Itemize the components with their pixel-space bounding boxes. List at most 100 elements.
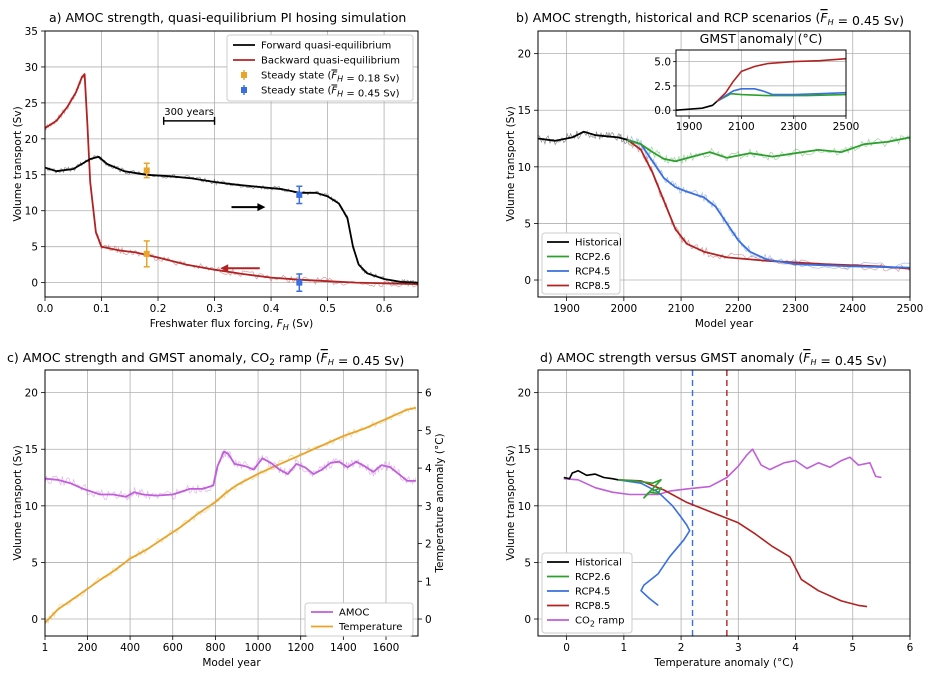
y-right-tick-label: 6 xyxy=(425,388,432,400)
x-tick-label: 0.1 xyxy=(93,303,110,315)
x-tick-label: 2500 xyxy=(833,121,860,133)
x-tick-label: 0.0 xyxy=(37,303,54,315)
y-tick-label: 20 xyxy=(518,49,531,61)
x-tick-label: 2000 xyxy=(610,303,637,315)
panel-a: 0.0 0.1 0.2 0.3 0.4 0.5 0.6 0 5 10 15 20 25 30 35 a) AM… xyxy=(12,10,419,332)
fh-symbol: F xyxy=(331,86,337,97)
series-3 xyxy=(618,479,868,608)
steady-state-marker xyxy=(296,191,303,198)
fh-symbol: F xyxy=(803,350,811,365)
legend-label: RCP4.5 xyxy=(575,267,610,278)
series-line xyxy=(617,479,691,607)
panel-title: a) AMOC strength, quasi-equilibrium PI h… xyxy=(49,10,406,25)
series-line xyxy=(716,92,847,103)
y-tick-label: 20 xyxy=(518,388,531,400)
inset: 1900 2100 2300 2500 0.0 2.5 5.0 GMST anomaly (°… xyxy=(654,31,859,133)
series-line xyxy=(618,479,868,608)
x-tick-label: 1900 xyxy=(676,121,703,133)
legend: Forward quasi-equilibrium Backward quasi-… xyxy=(226,34,414,102)
x-tick-label: 2300 xyxy=(782,303,809,315)
x-tick-label: 400 xyxy=(120,642,140,654)
x-tick-label: 2 xyxy=(678,642,685,654)
fh-symbol: F xyxy=(321,350,329,365)
x-tick-label: 1 xyxy=(42,642,49,654)
legend-label: Steady state (FH = 0.18 Sv) xyxy=(261,71,400,85)
x-axis-label: Model year xyxy=(202,657,261,669)
x-tick-label: 0 xyxy=(563,642,570,654)
y-right-tick-label: 1 xyxy=(425,576,432,588)
y-tick-label: 5 xyxy=(524,557,531,569)
x-tick-label: 1600 xyxy=(373,642,400,654)
scale-bar-label: 300 years xyxy=(164,107,214,118)
series-line xyxy=(563,448,882,496)
y-axis-label: Volume transport (Sv) xyxy=(505,445,517,560)
series-line xyxy=(45,73,418,285)
y-tick-label: 15 xyxy=(518,444,531,456)
series-forward xyxy=(45,155,418,285)
y-tick-label: 0 xyxy=(31,278,38,290)
x-tick-label: 2500 xyxy=(897,303,924,315)
y-tick-label: 15 xyxy=(25,444,38,456)
series-line xyxy=(563,469,619,481)
x-tick-label: 1200 xyxy=(287,642,314,654)
x-axis-label: Freshwater flux forcing, FH (Sv) xyxy=(150,318,313,332)
x-tick-label: 2100 xyxy=(728,121,755,133)
series-line xyxy=(45,155,418,284)
inset-frame xyxy=(675,49,847,117)
x-axis-label: Model year xyxy=(695,318,754,330)
y-right-axis-label: Temperature anomaly (°C) xyxy=(434,433,446,573)
series-line xyxy=(627,138,910,269)
series-noise xyxy=(626,135,910,165)
y-right-tick-label: 4 xyxy=(425,463,432,475)
x-tick-label: 1000 xyxy=(245,642,272,654)
series-line xyxy=(675,100,718,111)
series-0 xyxy=(538,129,628,146)
series-backward xyxy=(45,73,418,288)
x-tick-label: 200 xyxy=(77,642,97,654)
x-tick-label: 2300 xyxy=(780,121,807,133)
y-tick-label: 5 xyxy=(31,557,38,569)
series-amoc xyxy=(45,448,417,501)
x-tick-label: 1 xyxy=(621,642,628,654)
inset-series-1 xyxy=(716,92,847,103)
steady-state-marker xyxy=(143,250,150,257)
y-right-tick-label: 3 xyxy=(425,501,432,513)
y-tick-label: 15 xyxy=(518,105,531,117)
series-0 xyxy=(563,469,619,481)
series-2 xyxy=(627,135,910,271)
y-tick-label: 10 xyxy=(25,206,38,218)
y-tick-label: 20 xyxy=(25,388,38,400)
axes-frame xyxy=(537,369,911,637)
series-line xyxy=(45,450,416,498)
series-4 xyxy=(563,448,882,496)
series-line xyxy=(716,57,847,102)
series-3 xyxy=(626,135,910,272)
series-noise xyxy=(538,129,628,146)
x-tick-label: 6 xyxy=(907,642,914,654)
legend-label: RCP8.5 xyxy=(575,601,610,612)
direction-arrowhead xyxy=(220,264,229,273)
grid xyxy=(44,370,418,636)
y-axis-label: Volume transport (Sv) xyxy=(12,106,24,221)
legend-label: Forward quasi-equilibrium xyxy=(261,41,391,52)
y-tick-label: 10 xyxy=(518,501,531,513)
x-tick-label: 0.5 xyxy=(319,303,336,315)
y-tick-label: 30 xyxy=(25,62,38,74)
legend: AMOC Temperature xyxy=(304,602,414,637)
y-axis-label: Volume transport (Sv) xyxy=(505,106,517,221)
legend-box xyxy=(541,552,633,634)
panel-c: 1 200 400 600 800 1000 1200 1400 160005101520c) … xyxy=(7,350,446,669)
x-tick-label: 0.2 xyxy=(150,303,167,315)
x-axis-label: Temperature anomaly (°C) xyxy=(653,657,793,669)
panel-d: 0 1 2 3 4 5 6 0 5 10 15 20 d) AMOC strength versus G… xyxy=(505,350,914,669)
steady-state-marker xyxy=(143,167,150,174)
series-noise xyxy=(45,405,417,625)
legend-label: CO2 ramp xyxy=(575,616,624,629)
legend: Historical RCP2.6 RCP4.5 RCP8.5 CO2 ramp xyxy=(541,552,633,634)
inset-series-0 xyxy=(675,100,718,111)
y-tick-label: 10 xyxy=(518,162,531,174)
y-tick-label: 2.5 xyxy=(654,81,671,93)
legend-box xyxy=(541,232,621,295)
x-tick-label: 800 xyxy=(205,642,225,654)
